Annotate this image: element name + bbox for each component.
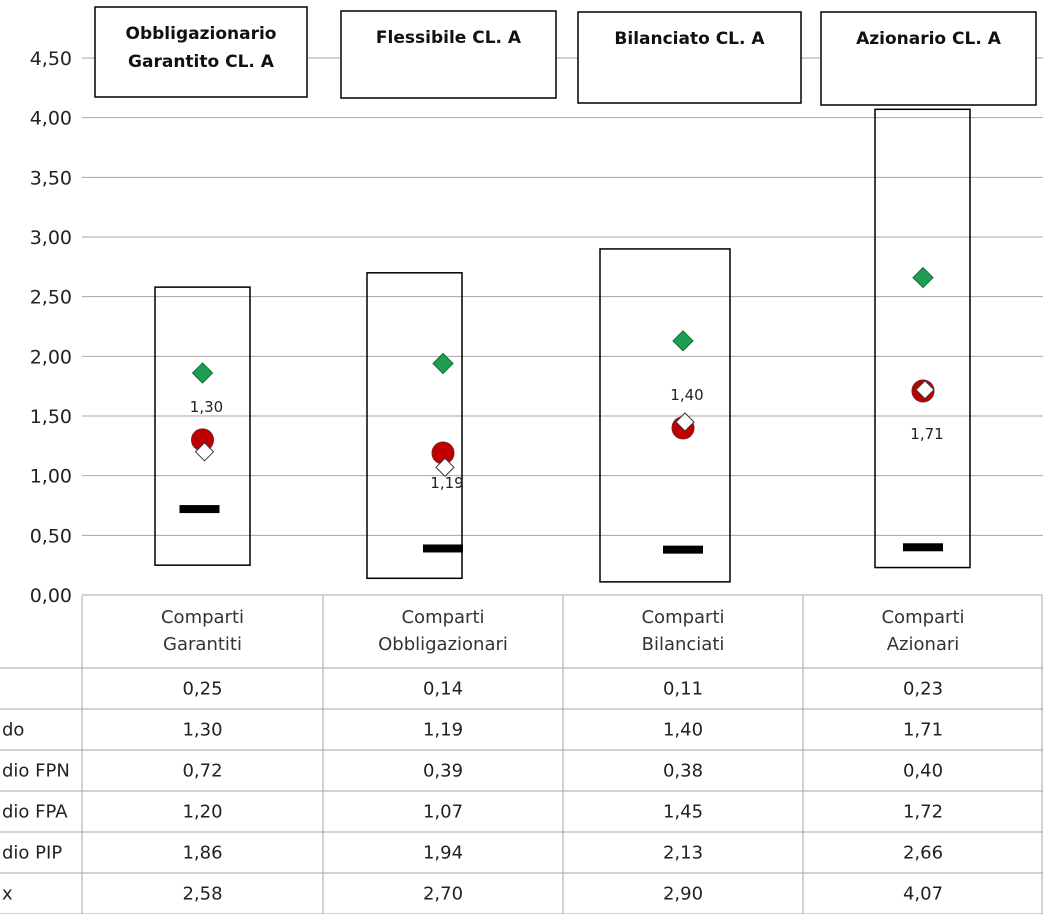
series-header-label: Azionario CL. A: [856, 29, 1002, 49]
fpn-marker: [179, 505, 220, 514]
fpn-marker: [663, 545, 703, 554]
fund-data-label: 1,71: [910, 425, 943, 443]
x-category-label: Garantiti: [163, 634, 242, 655]
table-cell: 0,38: [663, 761, 703, 782]
table-cell: 0,40: [903, 761, 943, 782]
fund-data-label: 1,30: [190, 398, 223, 416]
series-header-box: [340, 10, 557, 99]
range-box: [599, 248, 731, 583]
y-tick-label: 2,50: [30, 287, 72, 309]
table-row-label: dio PIP: [2, 843, 62, 864]
y-tick-label: 1,50: [30, 406, 72, 428]
series-header-label: Garantito CL. A: [128, 52, 275, 72]
fpa-point: [435, 457, 455, 478]
table-cell: 1,40: [663, 720, 703, 741]
table-row-label: dio FPN: [2, 761, 70, 782]
table-cell: 0,25: [182, 679, 222, 700]
x-category-label: Azionari: [887, 634, 960, 655]
table-cell: 1,20: [182, 802, 222, 823]
fund-data-label: 1,40: [670, 386, 703, 404]
y-tick-label: 3,50: [30, 167, 72, 189]
series-header-box: [820, 11, 1037, 106]
y-tick-label: 0,00: [30, 585, 72, 607]
x-category-label: Comparti: [401, 607, 484, 628]
table-row-label: do: [2, 720, 24, 741]
fund-data-label: 1,19: [430, 474, 463, 492]
table-cell: 0,39: [423, 761, 463, 782]
x-category-label: Comparti: [161, 607, 244, 628]
table-cell: 2,70: [423, 884, 463, 905]
pip-point: [912, 266, 934, 289]
table-cell: 2,90: [663, 884, 703, 905]
table-cell: 2,58: [182, 884, 222, 905]
y-tick-label: 0,50: [30, 525, 72, 547]
table-cell: 0,14: [423, 679, 463, 700]
table-cell: 1,72: [903, 802, 943, 823]
series-header-label: Obbligazionario: [126, 24, 277, 44]
x-category-label: Comparti: [881, 607, 964, 628]
table-cell: 0,72: [182, 761, 222, 782]
table-cell: 1,45: [663, 802, 703, 823]
series-header-box: [577, 11, 802, 104]
table-cell: 2,13: [663, 843, 703, 864]
y-tick-label: 1,00: [30, 466, 72, 488]
table-cell: 1,71: [903, 720, 943, 741]
pip-point: [672, 330, 694, 352]
range-box: [366, 272, 463, 580]
range-box: [874, 108, 971, 569]
fpa-point: [675, 412, 695, 432]
table-row-label: dio FPA: [2, 802, 68, 823]
fpa-point: [194, 442, 215, 462]
series-header-label: Flessibile CL. A: [376, 28, 522, 48]
table-row-label: x: [2, 884, 13, 905]
x-category-label: Obbligazionari: [378, 634, 508, 655]
table-cell: 1,07: [423, 802, 463, 823]
table-cell: 1,94: [423, 843, 463, 864]
table-cell: 4,07: [903, 884, 943, 905]
fpn-marker: [423, 544, 463, 553]
series-header-box: [94, 6, 308, 98]
range-box: [154, 286, 251, 566]
series-header-label: Bilanciato CL. A: [614, 29, 765, 49]
x-category-label: Comparti: [641, 607, 724, 628]
y-tick-label: 4,00: [30, 108, 72, 130]
table-cell: 0,23: [903, 679, 943, 700]
y-tick-label: 4,50: [30, 48, 72, 70]
x-category-label: Bilanciati: [642, 634, 725, 655]
pip-point: [191, 362, 214, 384]
table-cell: 1,19: [423, 720, 463, 741]
table-cell: 0,11: [663, 679, 703, 700]
table-cell: 2,66: [903, 843, 943, 864]
table-cell: 1,30: [182, 720, 222, 741]
pip-point: [432, 352, 454, 375]
fpn-marker: [903, 543, 943, 552]
fpa-point: [915, 380, 935, 400]
y-tick-label: 2,00: [30, 346, 72, 368]
table-cell: 1,86: [182, 843, 222, 864]
y-tick-label: 3,00: [30, 227, 72, 249]
